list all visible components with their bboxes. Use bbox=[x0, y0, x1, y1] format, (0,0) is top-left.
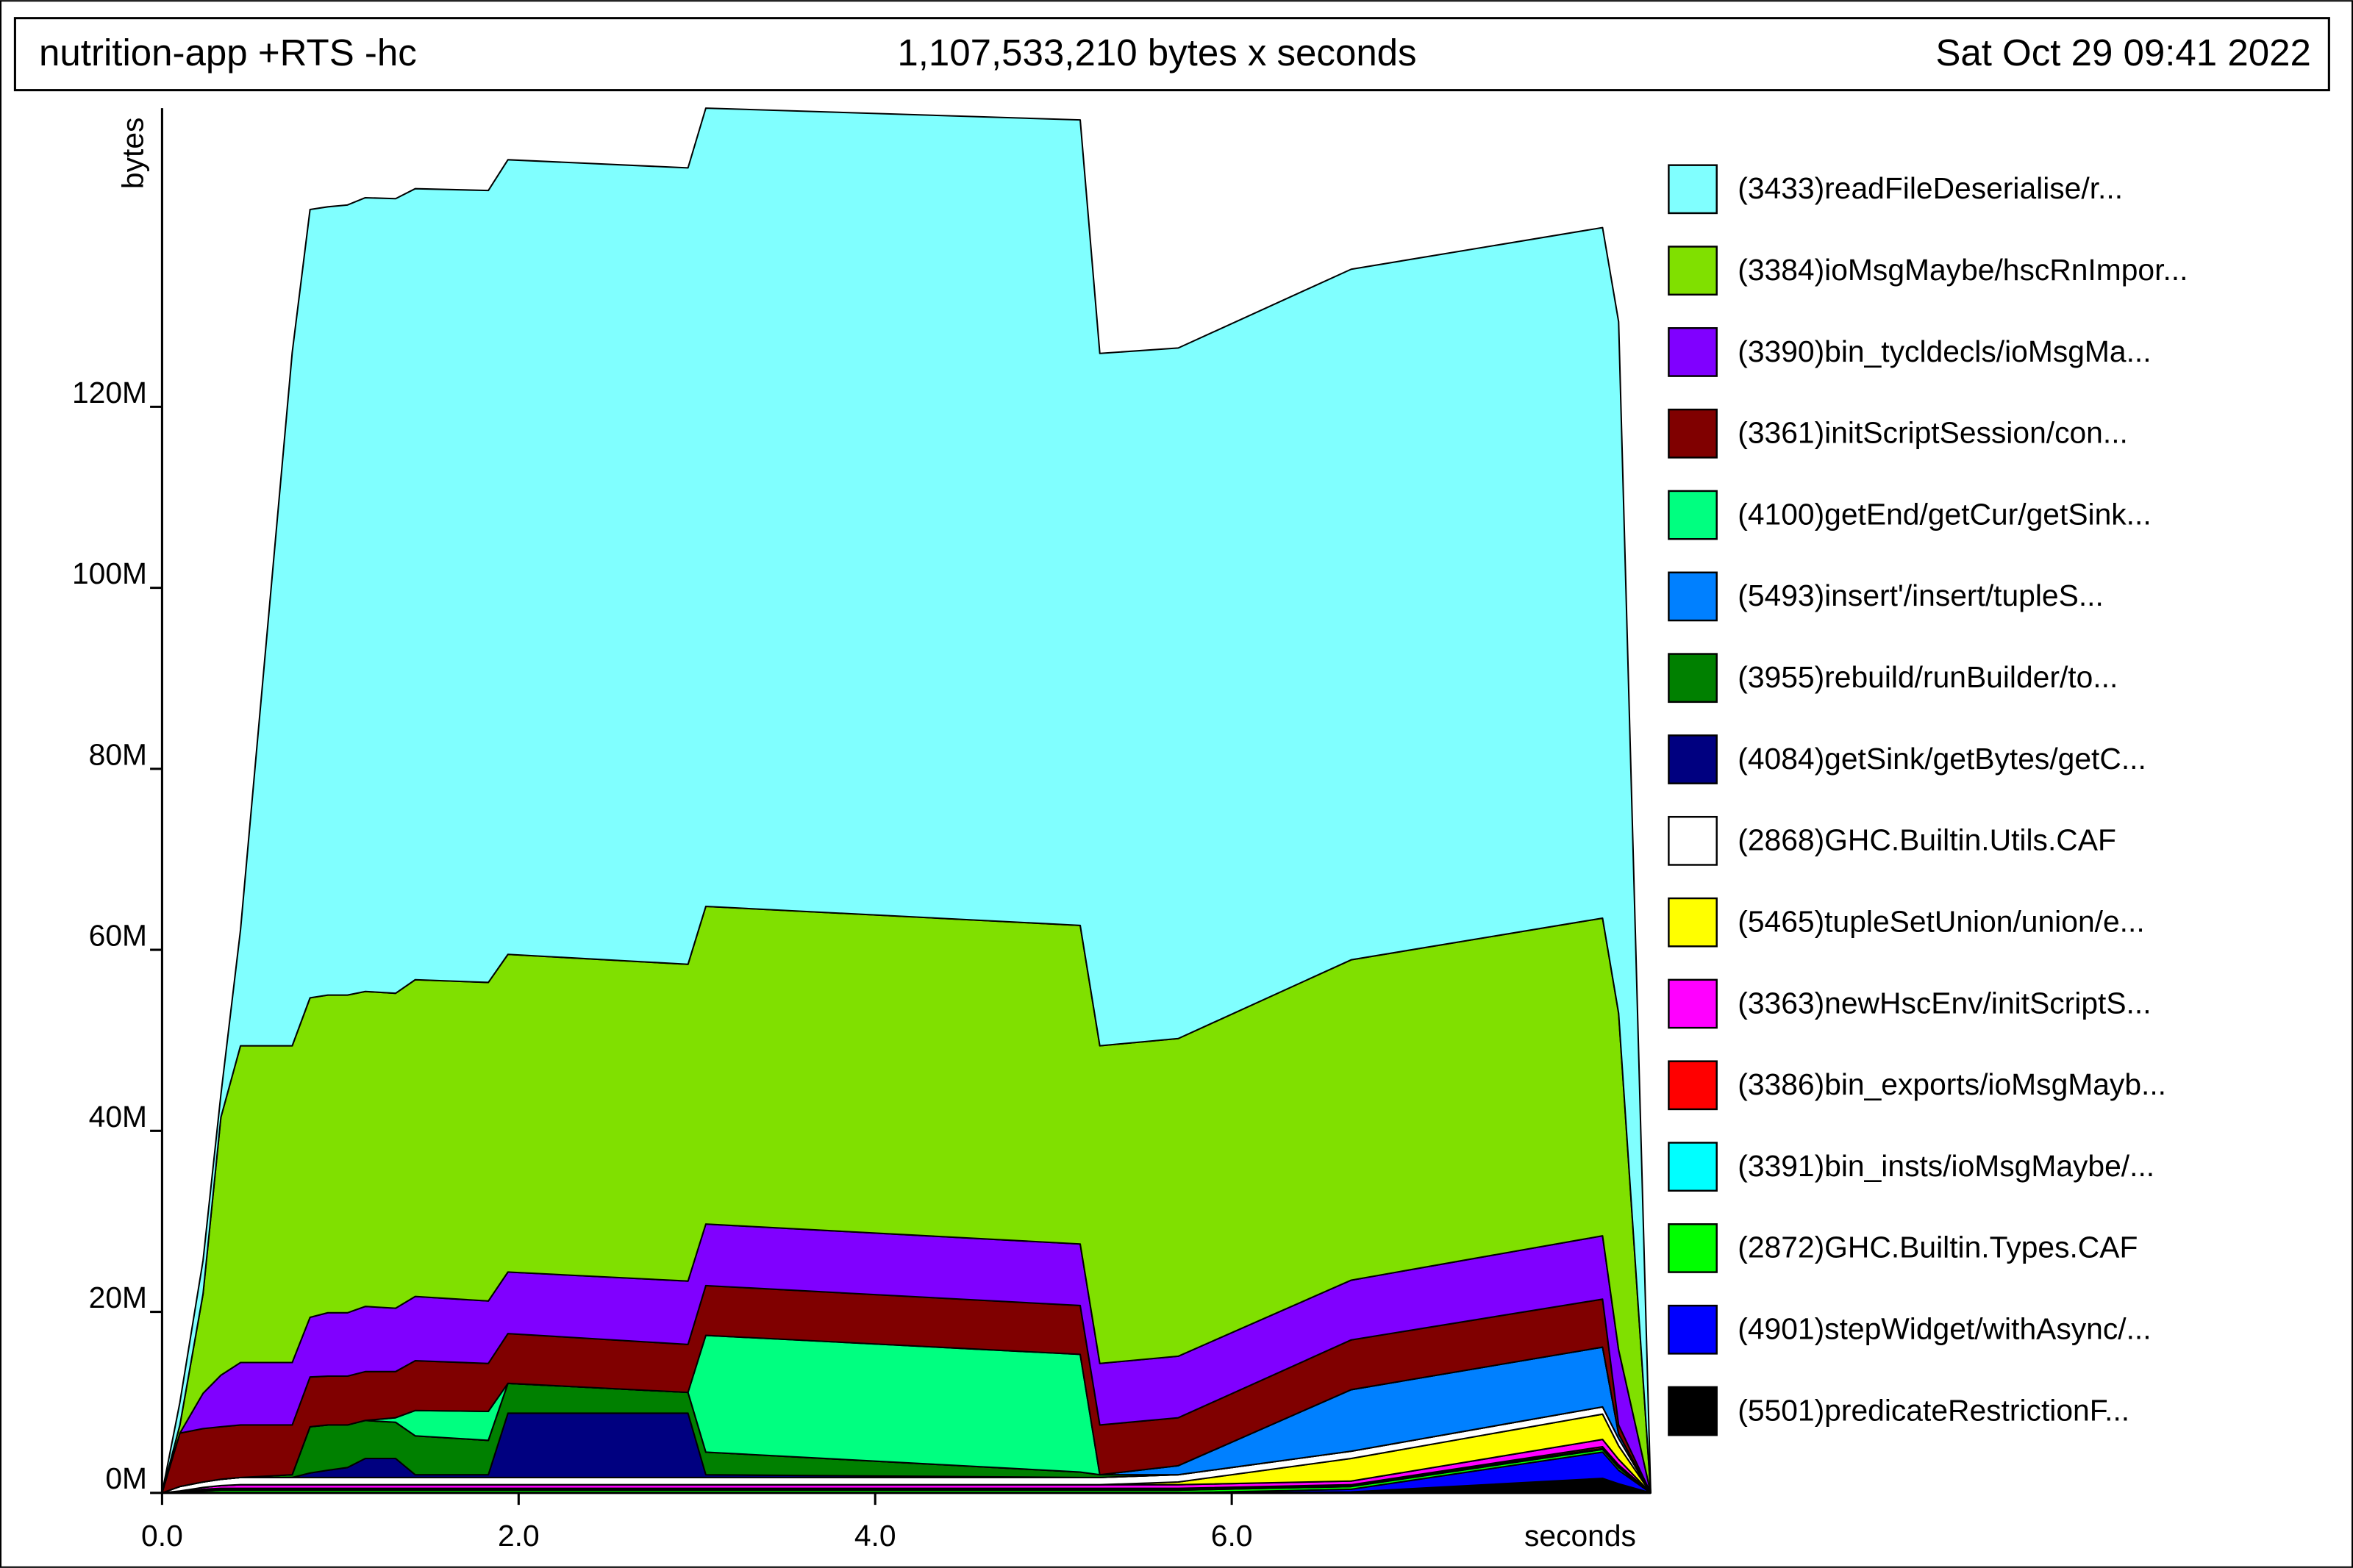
legend-swatch bbox=[1668, 815, 1718, 866]
legend-label: (3390)bin_tycldecls/ioMsgMa... bbox=[1738, 334, 2151, 368]
y-tick-label: 100M bbox=[72, 556, 147, 590]
y-tick-label: 80M bbox=[89, 737, 147, 771]
legend-label: (5501)predicateRestrictionF... bbox=[1738, 1393, 2129, 1427]
legend-swatch bbox=[1668, 1142, 1718, 1192]
legend-label: (3363)newHscEnv/initScriptS... bbox=[1738, 986, 2151, 1020]
legend-label: (3386)bin_exports/ioMsgMayb... bbox=[1738, 1067, 2166, 1101]
y-tick-label: 120M bbox=[72, 376, 147, 409]
y-tick-label: 0M bbox=[105, 1461, 147, 1495]
legend-label: (4084)getSink/getBytes/getC... bbox=[1738, 742, 2146, 776]
legend-swatch bbox=[1668, 1386, 1718, 1436]
legend-swatch bbox=[1668, 653, 1718, 704]
legend-label: (3361)initScriptSession/con... bbox=[1738, 416, 2128, 450]
x-tick-label: 4.0 bbox=[854, 1519, 896, 1553]
legend-label: (3955)rebuild/runBuilder/to... bbox=[1738, 660, 2118, 694]
legend-swatch bbox=[1668, 978, 1718, 1029]
legend-label: (4901)stepWidget/withAsync/... bbox=[1738, 1312, 2151, 1346]
timestamp: Sat Oct 29 09:41 2022 bbox=[1935, 32, 2311, 74]
y-tick-label: 20M bbox=[89, 1281, 147, 1314]
y-axis-label: bytes bbox=[115, 118, 149, 190]
header-box bbox=[13, 17, 2330, 92]
legend-label: (3433)readFileDeserialise/r... bbox=[1738, 171, 2123, 205]
y-tick-label: 60M bbox=[89, 919, 147, 953]
legend-swatch bbox=[1668, 1223, 1718, 1273]
legend-label: (3384)ioMsgMaybe/hscRnImpor... bbox=[1738, 253, 2188, 287]
legend-swatch bbox=[1668, 571, 1718, 622]
legend-swatch bbox=[1668, 897, 1718, 948]
legend-label: (5493)insert'/insert/tupleS... bbox=[1738, 579, 2104, 612]
x-axis-label: seconds bbox=[1524, 1519, 1636, 1553]
x-tick-label: 6.0 bbox=[1211, 1519, 1253, 1553]
legend-swatch bbox=[1668, 327, 1718, 377]
legend-swatch bbox=[1668, 164, 1718, 215]
x-tick-label: 2.0 bbox=[498, 1519, 540, 1553]
legend-label: (2872)GHC.Builtin.Types.CAF bbox=[1738, 1231, 2138, 1264]
legend-swatch bbox=[1668, 490, 1718, 540]
legend-label: (2868)GHC.Builtin.Utils.CAF bbox=[1738, 823, 2116, 857]
legend-label: (4100)getEnd/getCur/getSink... bbox=[1738, 497, 2151, 531]
x-tick-label: 0.0 bbox=[141, 1519, 183, 1553]
legend-label: (5465)tupleSetUnion/union/e... bbox=[1738, 904, 2144, 938]
legend-swatch bbox=[1668, 408, 1718, 459]
chart-subtitle: 1,107,533,210 bytes x seconds bbox=[897, 32, 1416, 74]
legend-label: (3391)bin_insts/ioMsgMaybe/... bbox=[1738, 1149, 2154, 1183]
areas bbox=[161, 107, 1652, 1494]
legend: (3433)readFileDeserialise/r... (3384)ioMs… bbox=[1668, 164, 2188, 1436]
legend-swatch bbox=[1668, 1060, 1718, 1111]
legend-swatch bbox=[1668, 246, 1718, 296]
axes: 0M 20M 40M 60M 80M 100M 120M 0.0 2.0 4.0 6.0 bbox=[72, 108, 1651, 1553]
legend-swatch bbox=[1668, 734, 1718, 784]
chart-title: nutrition-app +RTS -hc bbox=[39, 32, 417, 74]
legend-swatch bbox=[1668, 1304, 1718, 1355]
y-tick-label: 40M bbox=[89, 1100, 147, 1134]
